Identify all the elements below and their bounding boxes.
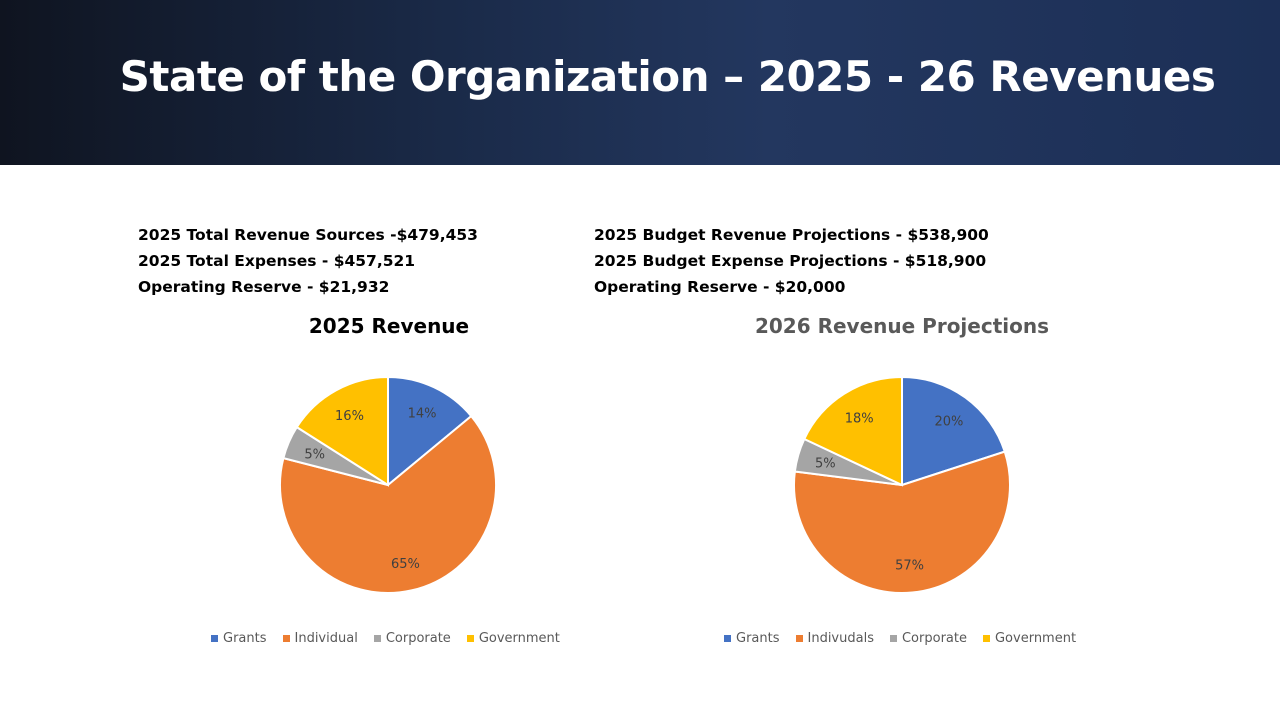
- pie-slice-individual: [279, 414, 497, 594]
- legend-label-individuals: Indivudals: [807, 631, 874, 646]
- pie-slice-indivudals: [793, 450, 1011, 594]
- legend-swatch-grants: [724, 635, 731, 642]
- legend-label-corporate: Corporate: [385, 631, 451, 646]
- legend-item: Government: [982, 631, 1077, 646]
- legend-2026: Grants Indivudals Corporate Government: [724, 631, 1092, 646]
- legend-swatch-corporate: [889, 635, 897, 642]
- legend-label-government: Government: [478, 631, 560, 646]
- legend-label-grants: Grants: [736, 631, 780, 646]
- chart-title-2026: 2026 Revenue Projections: [754, 314, 1050, 338]
- legend-item: Corporate: [373, 631, 451, 646]
- stat-budget-reserve: Operating Reserve - $20,000: [594, 278, 846, 296]
- legend-swatch-grants: [211, 635, 218, 642]
- stats-2025-actuals: 2025 Total Revenue Sources -$479,453 202…: [138, 222, 478, 300]
- data-label-grants: 14%: [408, 407, 437, 422]
- data-label-corporate: 5%: [815, 457, 836, 472]
- legend-item: Grants: [724, 631, 780, 646]
- legend-swatch-individual: [282, 635, 290, 642]
- legend-swatch-corporate: [373, 635, 381, 642]
- legend-label-government: Government: [994, 631, 1077, 646]
- legend-item: Individual: [282, 631, 358, 646]
- stat-budget-revenue: 2025 Budget Revenue Projections - $538,9…: [594, 226, 989, 244]
- stats-budget-projections: 2025 Budget Revenue Projections - $538,9…: [594, 222, 989, 300]
- pie-slice-grants: [901, 375, 1006, 487]
- pie-slice-government: [295, 375, 389, 487]
- data-label-corporate: 5%: [304, 447, 325, 462]
- legend-label-corporate: Corporate: [901, 631, 967, 646]
- data-label-government: 16%: [335, 409, 364, 424]
- legend-item: Government: [466, 631, 560, 646]
- stat-total-expenses: 2025 Total Expenses - $457,521: [138, 252, 416, 270]
- stat-total-revenue: 2025 Total Revenue Sources -$479,453: [138, 226, 478, 244]
- stat-budget-expenses: 2025 Budget Expense Projections - $518,9…: [594, 252, 987, 270]
- legend-swatch-government: [466, 635, 474, 642]
- legend-swatch-government: [982, 635, 990, 642]
- data-label-government: 18%: [845, 412, 874, 427]
- legend-swatch-individuals: [795, 635, 803, 642]
- page-title: State of the Organization – 2025 - 26 Re…: [119, 52, 1216, 101]
- data-label-grants: 20%: [935, 414, 964, 429]
- stat-operating-reserve: Operating Reserve - $21,932: [138, 278, 390, 296]
- title-banner: [0, 0, 1280, 165]
- chart-title-2025: 2025 Revenue: [308, 314, 470, 338]
- data-label-individual: 65%: [391, 557, 420, 572]
- pie-slice-government: [802, 375, 903, 487]
- legend-2025: Grants Individual Corporate Government: [211, 631, 576, 646]
- legend-item: Indivudals: [795, 631, 874, 646]
- legend-item: Corporate: [889, 631, 967, 646]
- legend-label-grants: Grants: [223, 631, 267, 646]
- legend-label-individual: Individual: [294, 631, 358, 646]
- legend-item: Grants: [211, 631, 267, 646]
- pie-slice-grants: [387, 375, 473, 488]
- data-label-indivudals: 57%: [895, 559, 924, 574]
